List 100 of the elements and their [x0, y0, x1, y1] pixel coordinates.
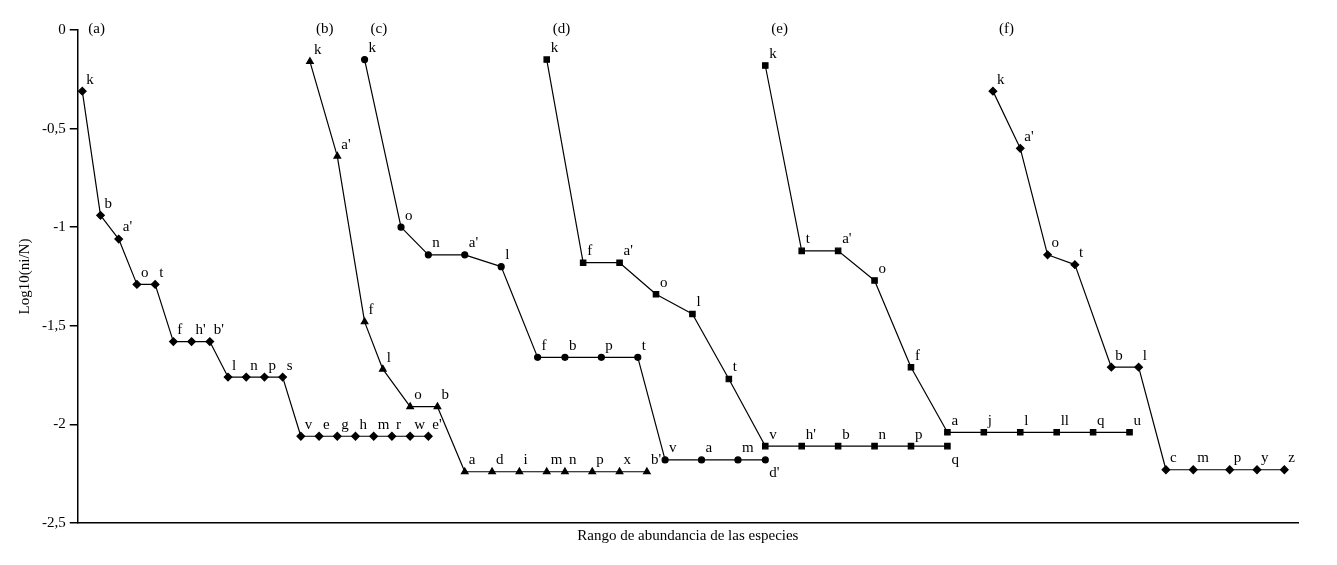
data-label: x	[623, 451, 632, 468]
data-label: p	[914, 425, 923, 442]
data-label: n	[568, 451, 577, 468]
data-label: v	[669, 439, 678, 456]
point	[697, 456, 706, 464]
point	[579, 259, 587, 266]
data-label: t	[805, 230, 811, 247]
point	[397, 223, 405, 231]
point	[361, 55, 369, 64]
point	[424, 251, 432, 259]
y-axis-title: Log10(ni/N)	[15, 238, 33, 315]
point	[332, 431, 342, 441]
data-label: m	[550, 451, 563, 468]
data-label: u	[1133, 411, 1142, 428]
data-label: o	[878, 259, 887, 276]
data-label: o	[1051, 234, 1060, 251]
point	[405, 431, 415, 441]
point	[460, 467, 469, 475]
y-tick-label: -1,5	[42, 316, 66, 333]
annotation: (c)	[370, 20, 388, 38]
data-label: l	[505, 246, 510, 263]
point	[314, 431, 324, 441]
data-label: b	[1115, 346, 1123, 363]
point	[150, 279, 160, 289]
point	[351, 431, 360, 441]
annotation: (d)	[552, 20, 571, 38]
data-label: w	[414, 415, 426, 432]
data-label: m	[1197, 449, 1210, 466]
point	[988, 86, 998, 96]
data-label: k	[550, 39, 559, 56]
point	[360, 317, 369, 325]
data-label: h'	[805, 425, 817, 442]
data-label: f	[587, 242, 593, 259]
y-tick-label: -0,5	[42, 119, 66, 136]
point	[661, 456, 669, 464]
point	[871, 442, 878, 450]
data-label: j	[986, 411, 992, 428]
data-label: v	[304, 415, 313, 432]
data-label: p	[596, 451, 604, 468]
data-label: a	[705, 439, 713, 456]
data-label: d'	[769, 464, 780, 481]
point	[634, 353, 642, 361]
point	[433, 402, 442, 410]
data-label: a'	[341, 135, 351, 152]
point	[1016, 429, 1024, 436]
data-label: t	[732, 358, 738, 375]
data-label: a	[468, 451, 476, 468]
point	[615, 467, 624, 475]
data-label: p	[268, 356, 276, 373]
point	[1089, 429, 1097, 436]
point	[616, 259, 623, 266]
point	[1126, 429, 1133, 436]
point	[114, 234, 124, 244]
data-label: o	[405, 206, 413, 223]
data-label: m	[377, 415, 390, 432]
data-label: a'	[468, 234, 479, 251]
point	[241, 372, 251, 382]
data-label: a	[951, 411, 959, 428]
point	[1015, 143, 1025, 153]
point	[1134, 362, 1144, 372]
point	[1252, 465, 1262, 475]
data-label: k	[86, 70, 95, 87]
data-label: g	[341, 415, 350, 432]
data-label: l	[696, 293, 701, 310]
data-label: z	[1288, 449, 1296, 466]
data-label: y	[1261, 449, 1270, 466]
data-label: s	[286, 356, 293, 373]
data-label: k	[313, 40, 322, 57]
point	[1188, 465, 1198, 475]
point	[515, 467, 524, 475]
data-label: v	[769, 425, 778, 442]
data-label: q	[951, 450, 960, 467]
data-label: f	[914, 346, 920, 363]
point	[132, 279, 142, 289]
point	[333, 151, 342, 159]
data-label: k	[996, 70, 1005, 87]
data-label: m	[741, 439, 754, 456]
annotation: (b)	[315, 20, 334, 38]
data-label: h	[359, 415, 368, 432]
point	[798, 247, 805, 255]
point	[534, 353, 542, 361]
data-label: a'	[122, 218, 133, 235]
point	[260, 372, 269, 382]
data-label: l	[1142, 346, 1147, 363]
point	[561, 467, 569, 475]
point	[369, 431, 379, 441]
annotation: (e)	[771, 20, 788, 38]
point	[588, 467, 597, 475]
point	[1106, 362, 1116, 372]
point	[652, 290, 660, 298]
data-label: f	[368, 301, 374, 318]
point	[1161, 465, 1171, 475]
annotation: (a)	[88, 20, 105, 38]
data-label: p	[605, 336, 613, 353]
data-label: q	[1097, 411, 1106, 428]
data-label: h'	[195, 321, 207, 338]
point	[1279, 465, 1289, 475]
point	[761, 442, 769, 450]
data-label: d	[496, 451, 505, 468]
point	[205, 337, 215, 346]
